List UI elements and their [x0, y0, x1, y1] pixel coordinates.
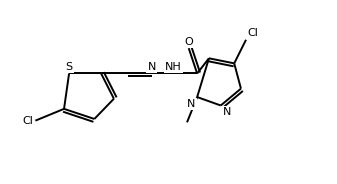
- Text: S: S: [65, 62, 73, 72]
- Text: Cl: Cl: [248, 28, 258, 38]
- Text: NH: NH: [165, 62, 182, 72]
- Text: N: N: [187, 99, 195, 109]
- Text: Cl: Cl: [23, 116, 34, 126]
- Text: O: O: [184, 36, 193, 47]
- Text: N: N: [222, 107, 231, 117]
- Text: N: N: [148, 62, 156, 72]
